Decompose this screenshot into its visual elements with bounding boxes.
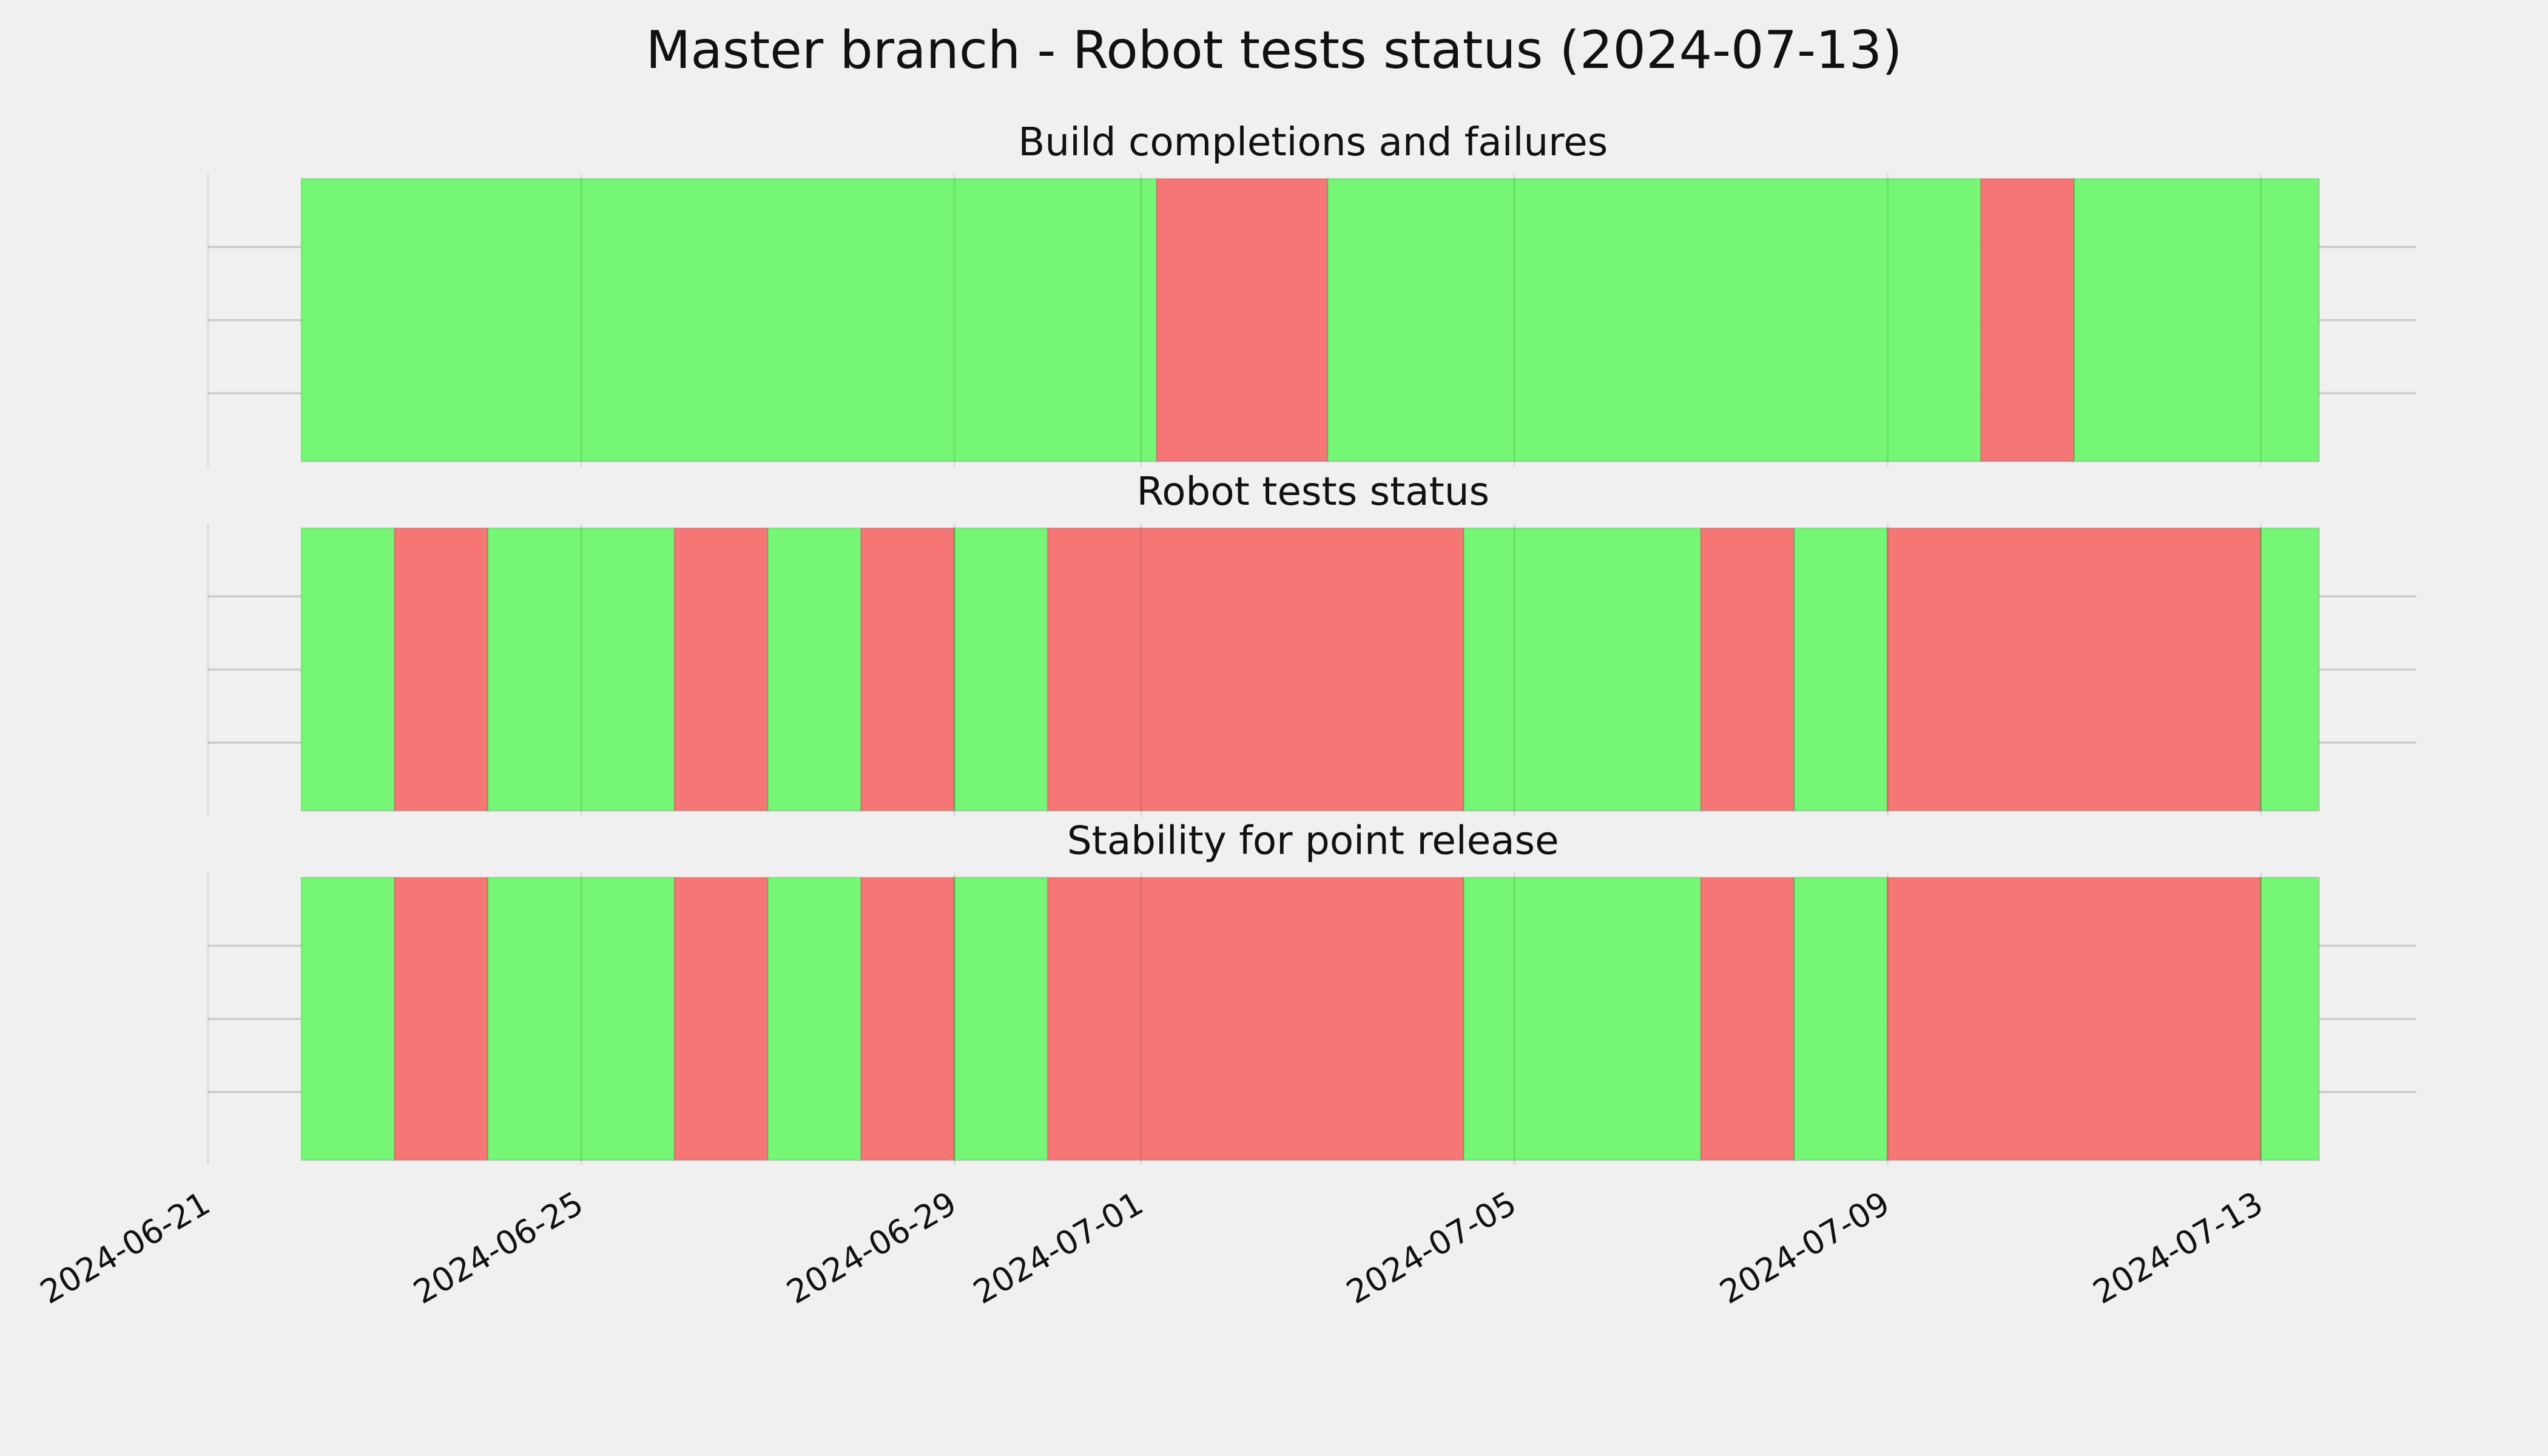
- status-span: [860, 527, 956, 812]
- status-span: [300, 178, 1158, 462]
- status-span: [954, 877, 1049, 1161]
- panel-title: Build completions and failures: [1018, 120, 1608, 165]
- x-tick-label: 2024-06-21: [34, 1184, 217, 1312]
- status-span: [1700, 877, 1795, 1161]
- status-span: [300, 877, 396, 1161]
- status-span: [394, 877, 489, 1161]
- x-tick-label: 2024-07-09: [1713, 1184, 1896, 1312]
- panel-title: Robot tests status: [1136, 469, 1489, 514]
- status-span: [1156, 178, 1329, 462]
- x-tick-label: 2024-06-25: [407, 1184, 590, 1312]
- status-span: [673, 877, 769, 1161]
- status-span: [2260, 877, 2320, 1161]
- status-span: [1887, 877, 2262, 1161]
- status-span: [394, 527, 489, 812]
- status-span: [673, 527, 769, 812]
- status-span: [860, 877, 956, 1161]
- status-span: [1793, 527, 1889, 812]
- status-span: [487, 527, 675, 812]
- x-tick-label: 2024-06-29: [780, 1184, 963, 1312]
- status-span: [1463, 527, 1702, 812]
- status-span: [954, 527, 1049, 812]
- status-span: [1887, 527, 2262, 812]
- chart-title: Master branch - Robot tests status (2024…: [645, 20, 1902, 81]
- status-span: [1700, 527, 1795, 812]
- status-span: [1327, 178, 1982, 462]
- status-span: [767, 877, 862, 1161]
- x-tick-label: 2024-07-05: [1340, 1184, 1523, 1312]
- status-span: [1047, 527, 1464, 812]
- status-span: [487, 877, 675, 1161]
- status-span: [767, 527, 862, 812]
- panel-title: Stability for point release: [1067, 818, 1559, 864]
- x-tick-label: 2024-07-01: [967, 1184, 1150, 1312]
- status-span: [1047, 877, 1464, 1161]
- status-span: [1793, 877, 1889, 1161]
- status-span: [1463, 877, 1702, 1161]
- x-tick-label: 2024-07-13: [2086, 1184, 2269, 1312]
- status-span: [300, 527, 396, 812]
- status-span: [1980, 178, 2075, 462]
- status-span: [2260, 527, 2320, 812]
- status-span: [2073, 178, 2320, 462]
